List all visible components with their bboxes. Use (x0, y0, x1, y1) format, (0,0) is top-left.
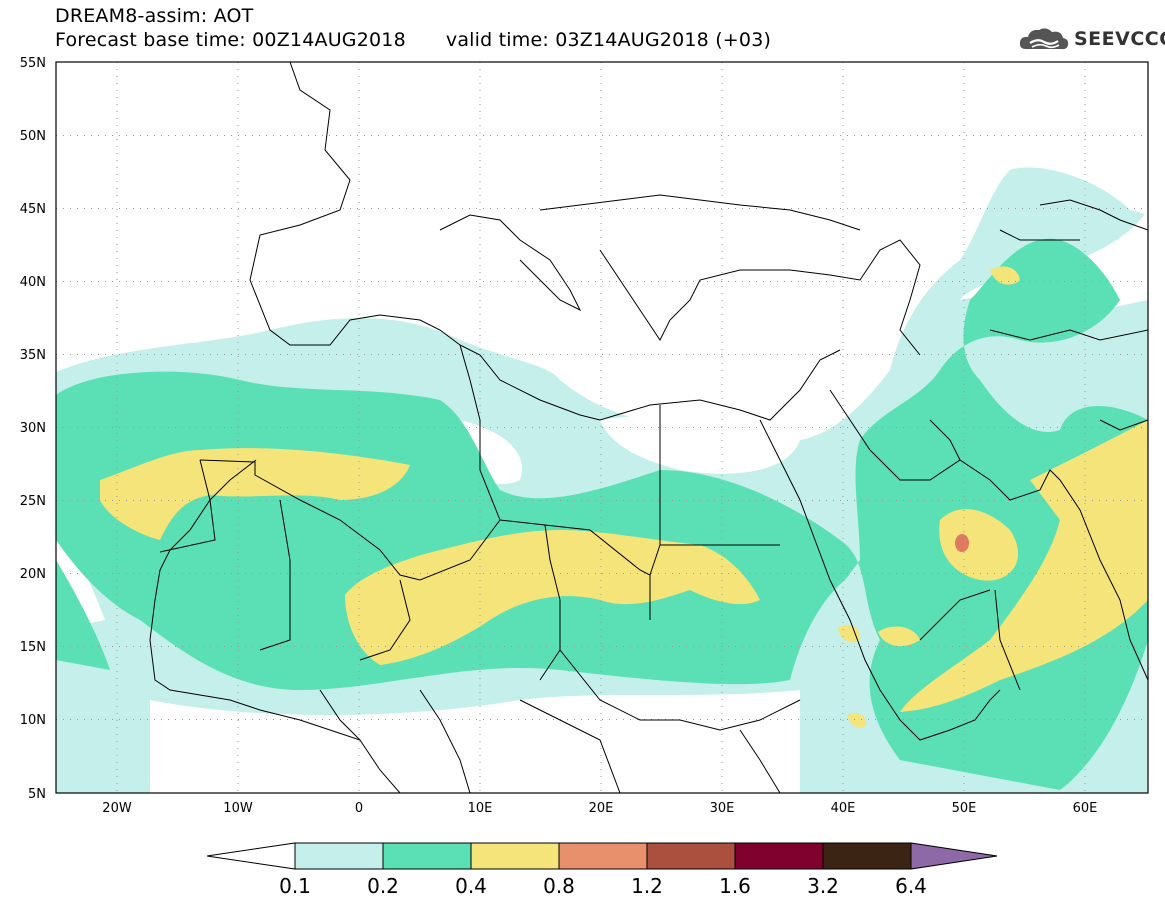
lon-label: 40E (831, 801, 856, 816)
colorbar-label: 1.6 (719, 874, 751, 898)
logo-text: SEEVCCC (1074, 28, 1165, 50)
map-gridlines (56, 62, 1148, 793)
colorbar-label: 0.8 (543, 874, 575, 898)
lon-label: 50E (952, 801, 977, 816)
coastlines-borders (149, 62, 1148, 793)
colorbar-swatch (822, 842, 912, 870)
seevccc-logo: SEEVCCC (1018, 22, 1165, 56)
lat-label: 50N (20, 129, 46, 144)
colorbar-label: 0.2 (367, 874, 399, 898)
lat-label: 30N (20, 421, 46, 436)
colorbar (206, 842, 998, 870)
colorbar-label: 1.2 (631, 874, 663, 898)
forecast-time-line: Forecast base time: 00Z14AUG2018 valid ti… (55, 30, 771, 50)
cloud-logo-icon (1019, 28, 1069, 50)
lat-label: 55N (20, 56, 46, 71)
colorbar-swatch (382, 842, 472, 870)
colorbar-swatch (558, 842, 648, 870)
colorbar-swatch (734, 842, 824, 870)
aot-band-0.2-0.4 (56, 238, 1148, 790)
lon-label: 10E (468, 801, 493, 816)
lat-label: 45N (20, 202, 46, 217)
lat-label: 10N (20, 713, 46, 728)
lat-label: 15N (20, 640, 46, 655)
lat-label: 25N (20, 494, 46, 509)
lon-axis-labels: 20W 10W 0 10E 20E 30E 40E 50E 60E (102, 801, 1097, 816)
lon-label: 20E (589, 801, 614, 816)
colorbar-swatch (646, 842, 736, 870)
colorbar-swatch (294, 842, 384, 870)
lat-label: 5N (28, 787, 46, 802)
aot-contours (56, 167, 1148, 793)
map-title: DREAM8-assim: AOT (55, 5, 254, 27)
valid-time: valid time: 03Z14AUG2018 (+03) (445, 29, 772, 51)
colorbar-label: 0.1 (279, 874, 311, 898)
colorbar-label: 0.4 (455, 874, 487, 898)
lon-label: 60E (1073, 801, 1098, 816)
colorbar-arrow-high (910, 842, 998, 870)
forecast-base-time: Forecast base time: 00Z14AUG2018 (55, 29, 406, 51)
lon-label: 30E (710, 801, 735, 816)
colorbar-label: 6.4 (895, 874, 927, 898)
lon-label: 0 (355, 801, 363, 816)
colorbar-swatch (470, 842, 560, 870)
colorbar-arrow-low (206, 842, 296, 870)
plot-frame (55, 61, 1149, 794)
lon-label: 10W (223, 801, 253, 816)
lat-label: 35N (20, 348, 46, 363)
lat-axis-labels: 55N 50N 45N 40N 35N 30N 25N 20N 15N 10N … (20, 56, 46, 802)
aot-band-1.2-1.6 (955, 534, 969, 552)
lon-label: 20W (102, 801, 132, 816)
colorbar-labels: 0.1 0.2 0.4 0.8 1.2 1.6 3.2 6.4 (279, 874, 927, 898)
aot-band-0.4-0.8 (100, 266, 1148, 728)
lat-label: 40N (20, 275, 46, 290)
colorbar-label: 3.2 (807, 874, 839, 898)
lat-label: 20N (20, 567, 46, 582)
